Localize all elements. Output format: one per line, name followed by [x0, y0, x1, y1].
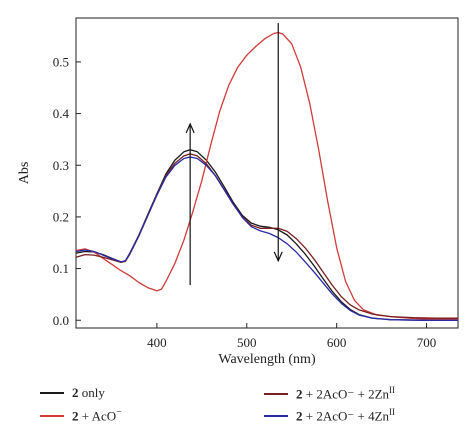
legend-item-2-aco-2zn: 2 + 2AcO⁻ + 2ZnII [264, 385, 395, 402]
legend-swatch [264, 392, 288, 395]
legend-swatch [40, 392, 64, 394]
y-tick-label: 0.2 [53, 209, 69, 224]
legend-item-2-aco-4zn: 2 + 2AcO⁻ + 4ZnII [264, 407, 395, 424]
x-tick-label: 700 [417, 335, 437, 350]
series-line-2 [75, 31, 458, 320]
arrow-down-head [273, 251, 283, 263]
plot-frame [75, 17, 459, 329]
y-tick-label: 0.4 [53, 106, 70, 121]
arrow-up-head [185, 122, 195, 134]
x-axis-title: Wavelength (nm) [218, 352, 316, 367]
legend-label: 2 + AcO− [72, 407, 122, 424]
x-tick-label: 500 [237, 335, 257, 350]
series-line-1 [75, 149, 458, 321]
legend-label: 2 only [72, 385, 105, 400]
legend-item-2-only: 2 only [40, 385, 105, 401]
legend-label: 2 + 2AcO⁻ + 2ZnII [296, 385, 396, 402]
legend-label: 2 + 2AcO⁻ + 4ZnII [296, 407, 396, 424]
chart: 400 500 600 700 0.0 0.1 0.2 0.3 0.4 0.5 Wavelengt… [17, 17, 459, 367]
legend-swatch [264, 414, 288, 417]
legend-swatch [40, 414, 64, 417]
y-tick-label: 0.3 [53, 158, 69, 173]
axis-ticks: 400 500 600 700 0.0 0.1 0.2 0.3 0.4 0.5 [53, 54, 437, 350]
series-group [75, 31, 458, 321]
x-tick-label: 600 [327, 335, 347, 350]
y-tick-label: 0.5 [53, 54, 69, 69]
y-tick-label: 0.1 [53, 261, 69, 276]
series-line-3 [75, 153, 458, 319]
series-line-4 [75, 156, 458, 321]
legend-item-2-aco: 2 + AcO− [40, 407, 122, 424]
y-axis-title: Abs [17, 162, 32, 185]
x-tick-label: 400 [147, 335, 167, 350]
y-tick-label: 0.0 [53, 313, 69, 328]
arrow-group [185, 23, 283, 286]
